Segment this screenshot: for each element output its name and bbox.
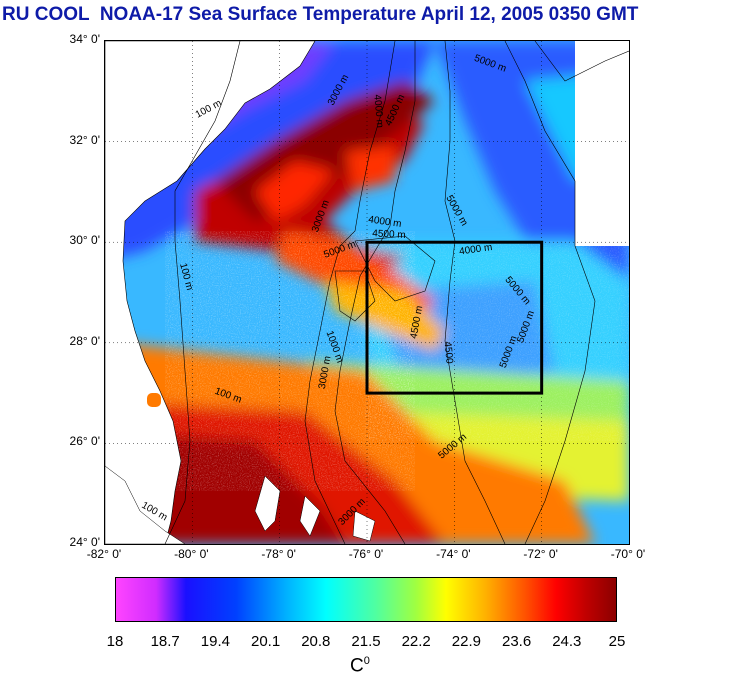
sst-map: 100 m 3000 m 4000 m 4500 m 5000 m 3000 m 5000 … — [104, 40, 630, 545]
bermuda-orange-patch — [147, 393, 161, 407]
colorbar-tick-label: 23.6 — [501, 633, 532, 650]
region-box — [365, 240, 544, 395]
colorbar-tick-label: 20.8 — [301, 633, 331, 650]
colorbar-tick-label: 21.5 — [351, 633, 381, 650]
colorbar-tick-label: 22.2 — [401, 633, 431, 650]
longitude-tick-label: -72° 0' — [523, 547, 558, 561]
contour-label: 4000 m — [368, 214, 403, 230]
longitude-tick-label: -78° 0' — [261, 547, 296, 561]
longitude-tick-label: -80° 0' — [174, 547, 209, 561]
colorbar-tick-label: 22.9 — [451, 633, 481, 650]
colorbar-tick-label: 19.4 — [200, 633, 230, 650]
contour-label: 4000 m — [459, 242, 494, 258]
latitude-tick-label: 32° 0' — [69, 132, 100, 147]
bathymetry-contours — [164, 41, 629, 544]
bahamas-island-2 — [299, 495, 321, 537]
latitude-tick-label: 30° 0' — [69, 233, 100, 248]
longitude-tick-label: -74° 0' — [436, 547, 471, 561]
bahamas-island-3 — [352, 510, 376, 542]
colorbar-tick-label: 25 — [608, 633, 626, 650]
latitude-tick-label: 26° 0' — [69, 434, 100, 449]
florida-keys-land — [105, 465, 186, 544]
longitude-tick-label: -70° 0' — [610, 547, 646, 561]
contour-label: 4000 m — [371, 94, 385, 128]
colorbar-tick-label: 20.1 — [250, 633, 281, 650]
bahamas-island-1 — [254, 475, 281, 532]
contour-label: 4500 m — [372, 228, 406, 241]
colorbar-tick-label: 24.3 — [552, 633, 582, 650]
chart-title: RU COOL NOAA-17 Sea Surface Temperature … — [2, 4, 639, 25]
colorbar-unit-superscript: 0 — [363, 655, 370, 667]
colorbar-tick-label: 18 — [106, 633, 124, 650]
contour-label: 4500 — [442, 341, 455, 365]
latitude-tick-label: 28° 0' — [69, 333, 100, 348]
colorbar-unit: C0 — [350, 655, 370, 677]
colorbar-tick-label: 18.7 — [150, 633, 180, 650]
latitude-tick-label: 34° 0' — [69, 32, 100, 46]
us-coast-land — [105, 41, 316, 544]
latitude-tick-label: 24° 0' — [69, 535, 100, 549]
longitude-tick-label: -82° 0' — [86, 547, 122, 561]
colorbar-unit-letter: C — [350, 655, 364, 677]
longitude-tick-label: -76° 0' — [348, 547, 384, 561]
colorbar — [115, 577, 617, 622]
